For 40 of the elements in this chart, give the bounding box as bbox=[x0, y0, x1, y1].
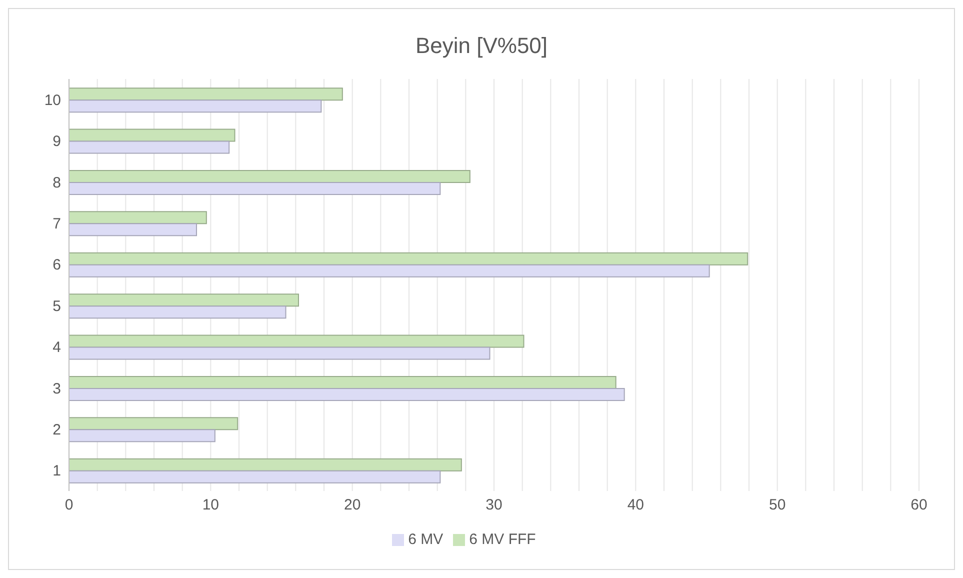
bar bbox=[69, 388, 625, 401]
chart-title: Beyin [V%50] bbox=[414, 33, 549, 60]
x-tick-label: 20 bbox=[344, 496, 361, 514]
y-tick-label: 9 bbox=[52, 133, 61, 150]
bar bbox=[69, 170, 470, 183]
bar bbox=[69, 306, 286, 319]
bar bbox=[69, 211, 207, 224]
bar bbox=[69, 182, 441, 195]
x-tick-label: 0 bbox=[64, 496, 74, 514]
bar bbox=[69, 334, 524, 348]
bar bbox=[69, 458, 462, 472]
x-tick-label: 60 bbox=[910, 496, 928, 514]
bar bbox=[69, 140, 230, 154]
bar bbox=[69, 346, 490, 360]
y-tick-label: 10 bbox=[44, 92, 61, 109]
bar bbox=[69, 294, 299, 307]
bar bbox=[69, 128, 236, 142]
y-tick-label: 8 bbox=[52, 174, 61, 192]
y-tick-label: 3 bbox=[52, 380, 61, 398]
y-tick-label: 6 bbox=[52, 256, 61, 274]
x-tick-label: 30 bbox=[486, 496, 502, 514]
bar bbox=[69, 88, 343, 101]
bar bbox=[69, 417, 238, 430]
bar bbox=[69, 264, 710, 278]
legend-label: 6 MV bbox=[408, 531, 444, 548]
bar bbox=[69, 376, 616, 389]
y-tick-label: 4 bbox=[52, 339, 61, 356]
bar bbox=[69, 429, 216, 442]
y-tick-label: 7 bbox=[52, 216, 61, 233]
bar bbox=[69, 470, 441, 484]
legend-label: 6 MV FFF bbox=[469, 531, 536, 548]
x-tick-label: 50 bbox=[768, 496, 786, 514]
x-tick-label: 40 bbox=[627, 496, 644, 514]
bar bbox=[69, 100, 322, 113]
y-tick-label: 5 bbox=[52, 298, 61, 315]
bar bbox=[69, 223, 197, 236]
y-tick-label: 1 bbox=[52, 462, 61, 480]
x-tick-label: 10 bbox=[202, 496, 220, 514]
y-tick-label: 2 bbox=[52, 422, 61, 439]
bar bbox=[69, 252, 748, 266]
